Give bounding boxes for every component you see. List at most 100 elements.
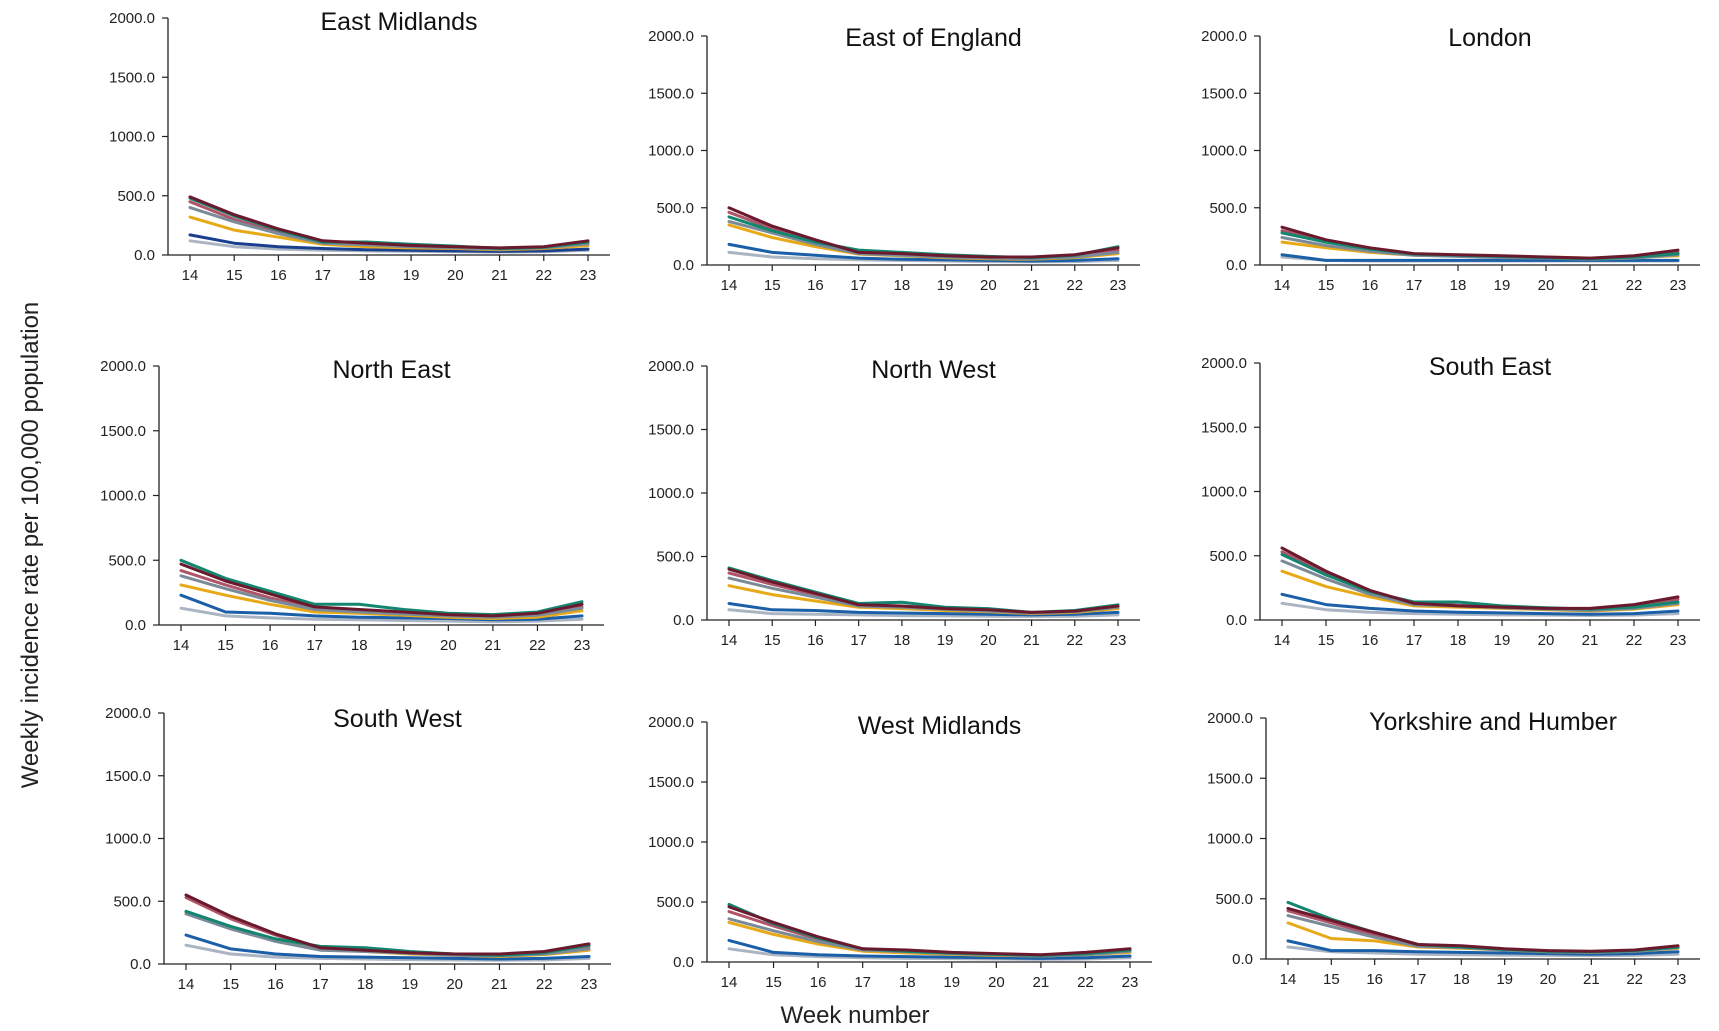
series-line-1 <box>1280 225 1680 260</box>
y-tick-label: 500.0 <box>1209 200 1247 217</box>
x-tick-label: 14 <box>182 267 199 284</box>
y-tick-label: 1500.0 <box>105 768 151 785</box>
x-tick-label: 20 <box>1540 971 1557 988</box>
x-tick-label: 21 <box>1023 277 1040 294</box>
x-tick-label: 17 <box>312 976 329 993</box>
x-tick-label: 16 <box>807 277 824 294</box>
series-line-1 <box>188 195 590 250</box>
panels-group: East Midlands 0.0 500.0 1000.0 1500.0 2000.0 1… <box>100 8 1700 993</box>
y-tick-label: 500.0 <box>108 552 146 569</box>
x-tick-label: 17 <box>1406 632 1423 649</box>
x-tick-label: 20 <box>980 277 997 294</box>
y-tick-label: 500.0 <box>1209 548 1247 565</box>
series-line-4 <box>184 896 591 957</box>
x-tick-label: 14 <box>721 974 738 991</box>
y-tick-label: 2000.0 <box>1201 28 1247 45</box>
panel-title-yorkshire-and-humber: Yorkshire and Humber <box>1369 708 1617 736</box>
y-tick-label: 0.0 <box>1232 951 1253 968</box>
panel-west-midlands: West Midlands 0.0 500.0 1000.0 1500.0 2000.0 1… <box>648 712 1152 991</box>
panel-north-west: North West 0.0 500.0 1000.0 1500.0 2000.0 14 15… <box>648 356 1140 649</box>
y-tick-label: 1000.0 <box>1207 831 1253 848</box>
series-line-2 <box>179 558 584 617</box>
x-tick-label: 22 <box>1066 632 1083 649</box>
y-tick-label: 1500.0 <box>648 422 694 439</box>
x-tick-label: 19 <box>403 267 420 284</box>
y-tick-label: 2000.0 <box>648 358 694 375</box>
y-tick-label: 2000.0 <box>109 10 155 27</box>
x-tick-label: 14 <box>173 637 190 654</box>
y-tick-label: 2000.0 <box>1201 355 1247 372</box>
series-line-6 <box>727 242 1120 263</box>
y-tick-label: 500.0 <box>656 894 694 911</box>
x-tick-label: 18 <box>894 277 911 294</box>
y-tick-label: 1500.0 <box>1201 85 1247 102</box>
series-line-1 <box>727 567 1120 614</box>
panel-yorkshire-and-humber: Yorkshire and Humber 0.0 500.0 1000.0 1500.0… <box>1207 708 1700 988</box>
x-tick-label: 16 <box>267 976 284 993</box>
y-tick-label: 500.0 <box>1215 891 1253 908</box>
x-tick-label: 15 <box>1318 277 1335 294</box>
y-tick-label: 1500.0 <box>1207 770 1253 787</box>
x-tick-label: 21 <box>1582 632 1599 649</box>
panel-north-east: North East 0.0 500.0 1000.0 1500.0 2000.0 14 15… <box>100 356 604 654</box>
series-line-1 <box>727 905 1132 957</box>
x-tick-label: 18 <box>1450 632 1467 649</box>
y-tick-label: 1000.0 <box>109 129 155 146</box>
x-tick-label: 23 <box>1670 277 1687 294</box>
x-tick-label: 23 <box>574 637 591 654</box>
x-tick-label: 19 <box>395 637 412 654</box>
x-tick-label: 19 <box>1496 971 1513 988</box>
panel-east-of-england: East of England 0.0 500.0 1000.0 1500.0 2000.… <box>648 24 1140 294</box>
x-tick-label: 21 <box>1033 974 1050 991</box>
x-tick-label: 14 <box>721 277 738 294</box>
x-tick-label: 15 <box>765 974 782 991</box>
x-tick-label: 22 <box>1626 971 1643 988</box>
series-line-6 <box>727 938 1132 960</box>
x-tick-label: 17 <box>1406 277 1423 294</box>
x-tick-label: 19 <box>937 632 954 649</box>
x-tick-label: 20 <box>1538 277 1555 294</box>
x-tick-label: 22 <box>529 637 546 654</box>
x-tick-label: 15 <box>764 632 781 649</box>
panel-london: London 0.0 500.0 1000.0 1500.0 2000.0 14 15 16 17… <box>1201 24 1700 294</box>
y-tick-label: 1500.0 <box>1201 419 1247 436</box>
x-tick-label: 23 <box>580 267 597 284</box>
panel-title-west-midlands: West Midlands <box>858 712 1022 740</box>
y-tick-label: 0.0 <box>673 257 694 274</box>
x-tick-label: 17 <box>850 277 867 294</box>
x-tick-label: 20 <box>1538 632 1555 649</box>
x-tick-label: 22 <box>535 267 552 284</box>
x-tick-label: 18 <box>899 974 916 991</box>
y-tick-label: 500.0 <box>117 188 155 205</box>
x-tick-label: 19 <box>943 974 960 991</box>
x-tick-label: 22 <box>1066 277 1083 294</box>
x-tick-label: 21 <box>1583 971 1600 988</box>
series-line-6 <box>1280 592 1680 616</box>
x-tick-label: 23 <box>581 976 598 993</box>
series-line-2 <box>727 902 1132 957</box>
y-tick-label: 2000.0 <box>648 28 694 45</box>
panel-east-midlands: East Midlands 0.0 500.0 1000.0 1500.0 2000.0 1… <box>109 8 610 284</box>
y-tick-label: 1500.0 <box>648 85 694 102</box>
y-tick-label: 0.0 <box>673 612 694 629</box>
x-tick-label: 18 <box>894 632 911 649</box>
y-tick-label: 2000.0 <box>100 358 146 375</box>
y-tick-label: 1000.0 <box>100 488 146 505</box>
x-tick-label: 21 <box>1582 277 1599 294</box>
panel-title-north-east: North East <box>332 356 450 384</box>
x-tick-label: 23 <box>1110 277 1127 294</box>
y-tick-label: 2000.0 <box>105 705 151 722</box>
y-tick-label: 0.0 <box>134 247 155 264</box>
series-line-6 <box>184 933 591 961</box>
x-tick-label: 19 <box>1494 277 1511 294</box>
panel-south-west: South West 0.0 500.0 1000.0 1500.0 2000.0 14 15… <box>105 705 611 993</box>
series-line-7 <box>727 608 1120 618</box>
series-line-2 <box>1280 553 1680 611</box>
y-tick-label: 1500.0 <box>109 69 155 86</box>
y-tick-label: 1000.0 <box>1201 143 1247 160</box>
y-tick-label: 1500.0 <box>648 774 694 791</box>
x-tick-label: 15 <box>217 637 234 654</box>
panel-title-south-west: South West <box>333 705 462 733</box>
series-line-1 <box>179 562 584 618</box>
